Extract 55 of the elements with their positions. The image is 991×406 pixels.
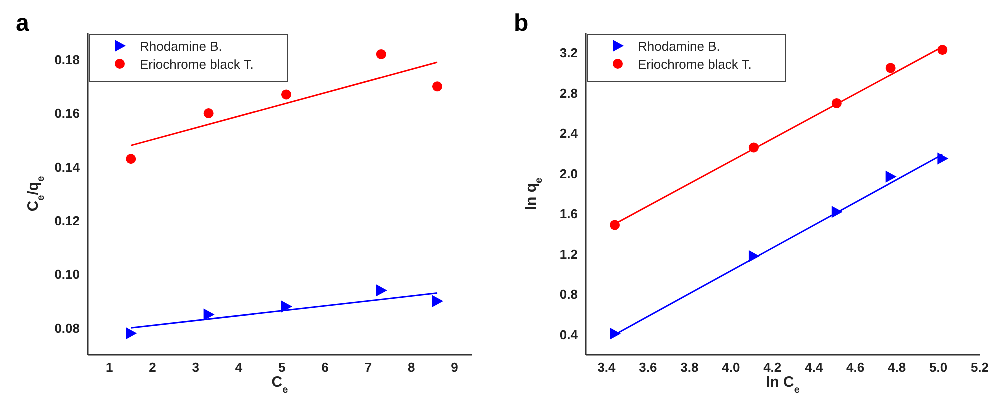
y-tick-label: 0.16 <box>54 106 80 122</box>
y-tick-label: 0.8 <box>560 287 578 302</box>
point <box>281 300 292 313</box>
x-tick-label: 8 <box>408 360 416 376</box>
x-axis-title: ln C$_{e}$ <box>766 374 800 396</box>
x-tick-label: 2 <box>149 360 156 376</box>
point <box>204 308 215 321</box>
x-tick-label: 3.8 <box>680 360 699 376</box>
x-tick-label: 3.4 <box>598 360 617 376</box>
x-tick-label: 3 <box>192 360 200 376</box>
x-tick-label: 4.0 <box>722 360 740 376</box>
point <box>376 49 386 60</box>
x-axis-title: C$_{e}$ <box>272 374 289 396</box>
legend-label: Rhodamine B. <box>140 38 222 54</box>
point <box>886 170 897 183</box>
x-tick-label: 5.0 <box>929 360 948 376</box>
point <box>376 284 388 297</box>
y-tick-label: 2.8 <box>560 86 578 101</box>
y-tick-label: 0.10 <box>54 267 80 282</box>
y-tick-label: 0.08 <box>54 320 80 336</box>
point <box>610 328 622 340</box>
point <box>432 82 442 92</box>
point <box>610 220 620 230</box>
x-tick-label: 4.4 <box>805 360 824 376</box>
chart-title: a <box>16 10 30 38</box>
y-tick-label: 2.4 <box>560 126 579 142</box>
x-tick-label: 5 <box>278 360 286 376</box>
y-tick-label: 2.0 <box>560 166 578 182</box>
y-tick-label: 0.14 <box>54 160 81 175</box>
point <box>126 154 136 164</box>
x-tick-label: 4.6 <box>846 360 865 376</box>
point <box>126 328 138 340</box>
x-tick-label: 3.6 <box>639 360 658 376</box>
x-tick-label: 4 <box>235 360 244 376</box>
y-tick-label: 1.6 <box>560 206 578 222</box>
y-tick-label: 3.2 <box>560 46 578 61</box>
x-tick-label: 6 <box>322 360 329 376</box>
x-tick-label: 7 <box>364 360 372 376</box>
point <box>281 90 292 100</box>
point <box>204 108 214 118</box>
x-tick-label: 9 <box>451 360 458 376</box>
legend-label: Rhodamine B. <box>638 38 720 54</box>
chart-title: b <box>514 10 529 38</box>
x-tick-label: 4.2 <box>764 360 782 376</box>
legend-label: Eriochrome black T. <box>638 56 752 72</box>
point <box>432 295 444 308</box>
x-tick-label: 4.8 <box>888 360 906 376</box>
y-tick-label: 1.2 <box>560 246 578 262</box>
y-tick-label: 0.4 <box>560 327 579 342</box>
y-tick-label: 0.12 <box>54 213 80 228</box>
legend-label: Eriochrome black T. <box>140 56 254 72</box>
point <box>938 152 949 165</box>
point <box>886 63 896 74</box>
y-tick-label: 0.18 <box>54 52 80 68</box>
x-tick-label: 1 <box>106 360 114 376</box>
